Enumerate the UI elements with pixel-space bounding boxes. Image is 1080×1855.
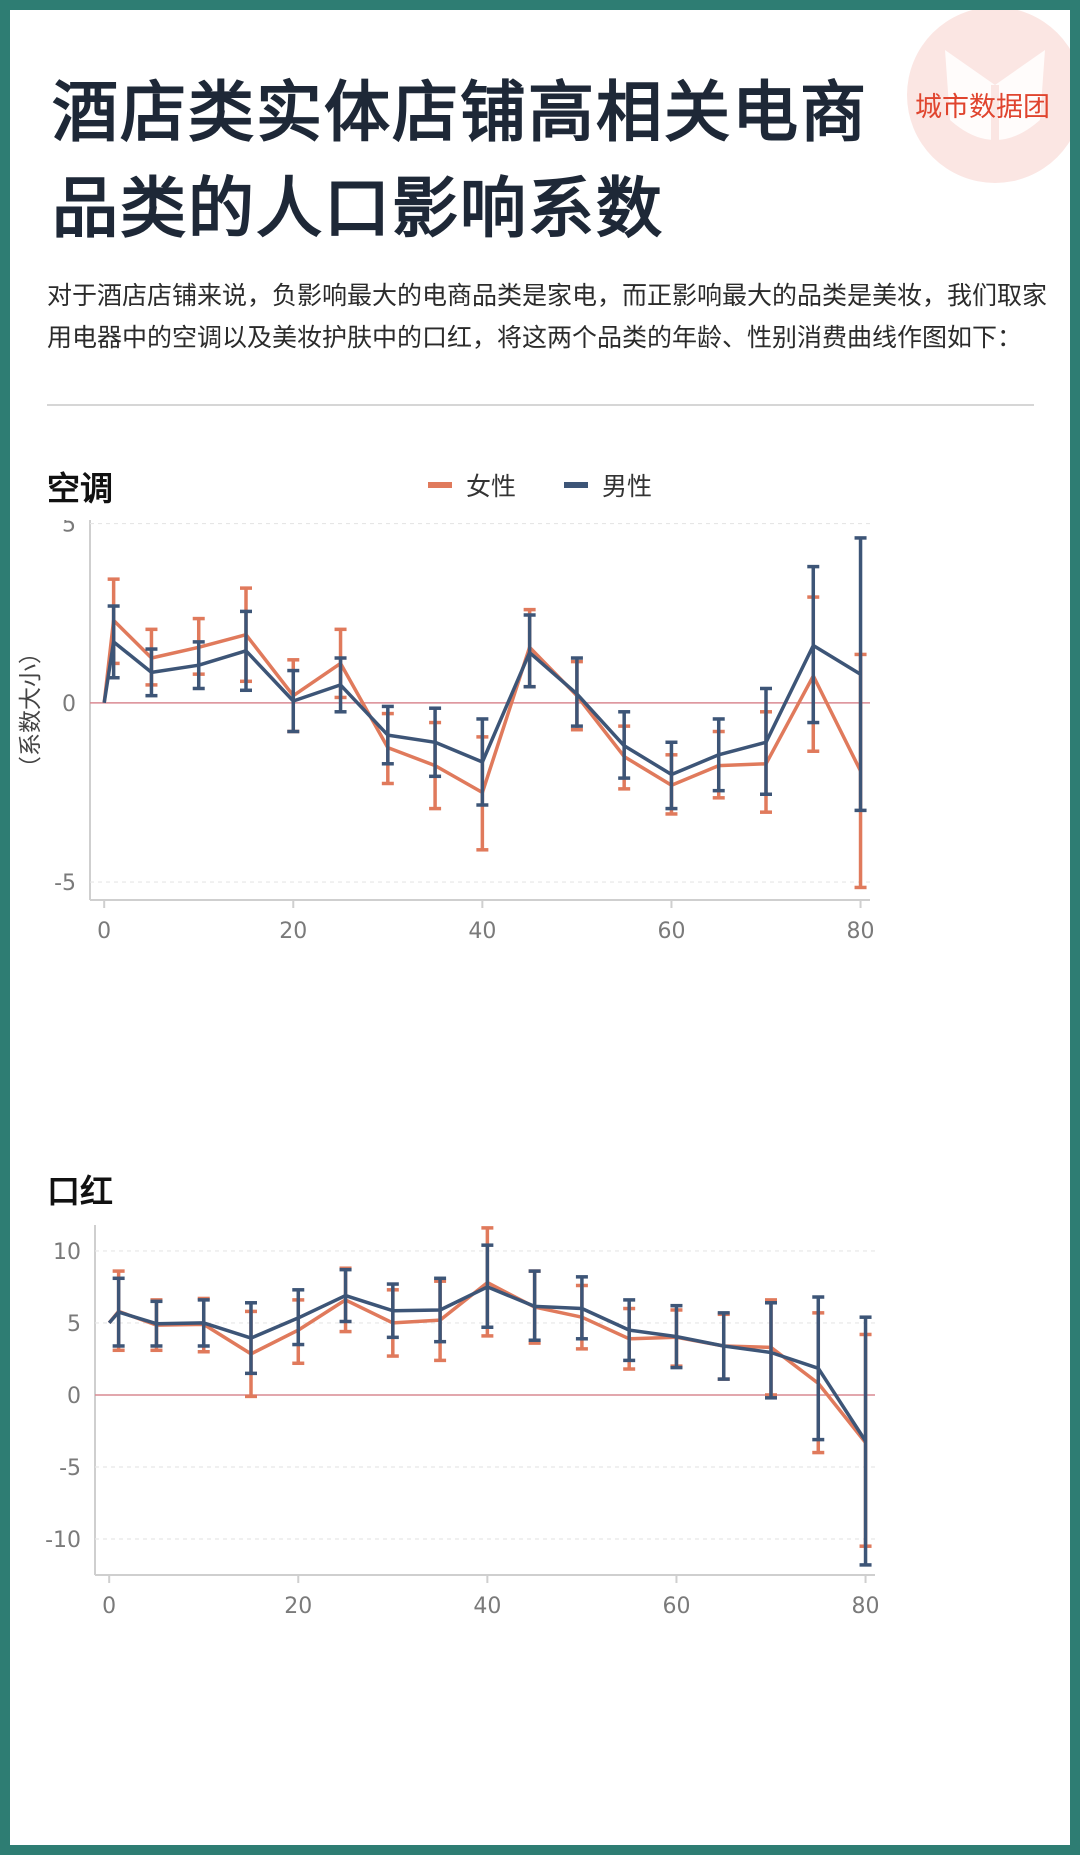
aircon-x-tick-label: 60 — [657, 919, 685, 944]
leaf-logo-icon — [907, 10, 1070, 183]
logo-text: 城市数据团 — [915, 92, 1050, 123]
aircon-x-tick-label: 0 — [97, 919, 111, 944]
lipstick-y-tick-label: -10 — [45, 1528, 81, 1553]
aircon-y-axis-label: （系数大小） — [18, 641, 44, 779]
chart-title-lipstick: 口红 — [47, 1172, 113, 1211]
title-line-2: 品类的人口影响系数 — [52, 170, 664, 247]
lipstick-errorbar-male — [765, 1301, 777, 1400]
aircon-x-tick-label: 20 — [279, 919, 307, 944]
intro-paragraph: 对于酒店店铺来说，负影响最大的电商品类是家电，而正影响最大的品类是美妆，我们取家… — [47, 281, 1048, 352]
lipstick-y-tick-label: 5 — [67, 1312, 81, 1337]
legend-label-male: 男性 — [602, 472, 653, 501]
aircon-series-line-female — [102, 618, 863, 795]
divider — [47, 404, 1034, 406]
aircon-y-tick-label: 0 — [62, 692, 76, 717]
lipstick-y-tick-label: 0 — [67, 1384, 81, 1409]
lipstick-x-tick-label: 20 — [284, 1594, 312, 1619]
legend-item-male: 男性 — [564, 467, 652, 503]
page-title: 酒店类实体店铺高相关电商 品类的人口影响系数 — [52, 65, 912, 257]
aircon-y-tick-label: -5 — [54, 871, 76, 896]
lipstick-y-tick-label: 10 — [53, 1240, 81, 1265]
chart-title-aircon: 空调 — [47, 469, 113, 508]
aircon-chart: 5 0 -5 0 20 40 60 80 （系数大小） — [18, 520, 875, 944]
lipstick-chart: 10 5 0 -5 -10 0 20 40 60 80 — [45, 1225, 880, 1619]
lipstick-y-tick-label: -5 — [59, 1456, 81, 1481]
lipstick-series-line-male — [107, 1285, 867, 1442]
aircon-x-tick-label: 80 — [847, 919, 875, 944]
aircon-x-tick-label: 40 — [468, 919, 496, 944]
legend-swatch-female — [428, 482, 452, 488]
legend: 女性 男性 — [428, 467, 652, 503]
aircon-series-line-male — [102, 640, 862, 777]
lipstick-x-tick-label: 40 — [473, 1594, 501, 1619]
aircon-errorbar-male — [854, 536, 867, 813]
legend-item-female: 女性 — [428, 467, 516, 503]
infographic-card: 城市数据团 酒店类实体店铺高相关电商 品类的人口影响系数 对于酒店店铺来说，负影… — [10, 10, 1070, 1845]
lipstick-x-tick-label: 60 — [662, 1594, 690, 1619]
legend-swatch-male — [564, 482, 589, 488]
legend-label-female: 女性 — [466, 472, 517, 501]
lipstick-x-tick-label: 80 — [852, 1594, 880, 1619]
lipstick-x-tick-label: 0 — [102, 1594, 116, 1619]
title-line-1: 酒店类实体店铺高相关电商 — [52, 74, 868, 151]
aircon-errorbar-male — [523, 613, 536, 689]
aircon-y-tick-label: 5 — [62, 520, 76, 538]
lipstick-errorbar-male — [859, 1315, 872, 1567]
